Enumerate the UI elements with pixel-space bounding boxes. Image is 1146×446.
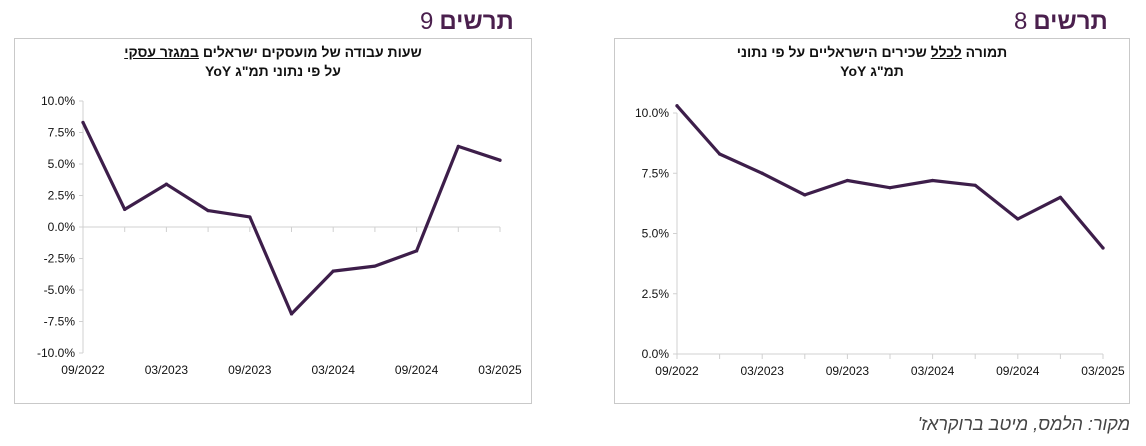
y-tick-label: -5.0%: [44, 283, 76, 297]
x-tick-label: 09/2023: [826, 364, 870, 378]
x-tick-label: 09/2024: [996, 364, 1040, 378]
data-point: [456, 144, 460, 148]
figure-word: תרשים: [1033, 8, 1108, 35]
data-point: [760, 171, 764, 175]
series-line: [675, 104, 1105, 250]
data-point: [331, 269, 335, 273]
x-tick-label: 03/2025: [478, 363, 522, 377]
y-tick-label: 5.0%: [48, 157, 76, 171]
chart-panel-employee-compensation: תמורה לכלל שכירים הישראליים על פי נתוני …: [614, 38, 1130, 404]
data-point: [373, 264, 377, 268]
figure-8-header: תרשים8: [1014, 8, 1108, 38]
figure-9-header: תרשים9: [420, 8, 514, 38]
data-point: [248, 215, 252, 219]
y-tick-label: 10.0%: [635, 106, 669, 120]
x-tick-label: 03/2024: [312, 363, 356, 377]
data-point: [803, 193, 807, 197]
title-text: שכירים הישראליים על פי נתוני: [736, 44, 931, 60]
chart-title-line2: תמ"ג YoY: [840, 63, 904, 79]
chart-panel-work-hours: שעות עבודה של מועסקים ישראלים במגזר עסקי…: [14, 38, 532, 404]
y-tick-label: 10.0%: [41, 94, 75, 108]
data-point: [81, 120, 85, 125]
figure-word: תרשים: [439, 8, 514, 35]
data-point: [415, 249, 419, 253]
title-text: תמורה: [961, 44, 1008, 60]
y-tick-label: -7.5%: [44, 315, 76, 329]
y-tick-label: 2.5%: [48, 189, 76, 203]
figure-number: 9: [420, 8, 434, 35]
line-chart-work-hours: 10.0% 7.5% 5.0% 2.5% 0.0% -2.5% -5.0% -7.5% -10.…: [37, 94, 522, 377]
figure-number: 8: [1014, 8, 1028, 35]
title-underlined: לכלל: [930, 44, 962, 60]
x-tick-label: 03/2025: [1081, 364, 1125, 378]
chart-title-line2: על פי נתוני תמ"ג YoY: [205, 63, 341, 79]
y-tick-label: 7.5%: [642, 166, 670, 180]
x-tick-label: 03/2024: [911, 364, 955, 378]
chart-title: שעות עבודה של מועסקים ישראלים במגזר עסקי…: [15, 43, 531, 81]
chart-title: תמורה לכלל שכירים הישראליים על פי נתוני …: [615, 43, 1129, 81]
y-tick-label: 0.0%: [642, 347, 670, 361]
x-tick-label: 09/2022: [655, 364, 699, 378]
y-tick-label: -10.0%: [37, 346, 75, 360]
data-point: [123, 207, 127, 211]
x-tick-label: 03/2023: [741, 364, 785, 378]
y-tick-label: -2.5%: [44, 252, 76, 266]
series-line: [81, 120, 502, 316]
data-point: [1016, 217, 1020, 221]
x-tick-label: 09/2023: [228, 363, 272, 377]
chart-title-line1: תמורה לכלל שכירים הישראליים על פי נתוני: [615, 43, 1129, 62]
data-point: [888, 186, 892, 190]
data-point: [164, 182, 168, 186]
data-point: [675, 104, 679, 108]
data-point: [718, 152, 722, 156]
title-underlined: במגזר עסקי: [124, 44, 199, 60]
y-tick-label: 2.5%: [642, 287, 670, 301]
data-point: [931, 178, 935, 183]
data-point: [498, 158, 502, 162]
data-point: [845, 178, 849, 183]
data-point: [973, 183, 977, 187]
data-point: [1101, 246, 1105, 250]
source-note: מקור: הלמס, מיטב ברוקראז': [917, 414, 1130, 434]
line-chart-employee-compensation: 10.0% 7.5% 5.0% 2.5% 0.0% 09/2022 03/2023 09/20…: [635, 104, 1125, 378]
data-point: [289, 312, 294, 316]
x-tick-label: 09/2024: [395, 363, 439, 377]
y-tick-label: 5.0%: [642, 227, 670, 241]
x-tick-label: 03/2023: [145, 363, 189, 377]
x-tick-label: 09/2022: [61, 363, 105, 377]
y-tick-label: 7.5%: [48, 126, 76, 140]
y-tick-label: 0.0%: [48, 220, 76, 234]
chart-title-line1: שעות עבודה של מועסקים ישראלים במגזר עסקי: [15, 43, 531, 62]
data-point: [206, 209, 210, 213]
title-text: שעות עבודה של מועסקים ישראלים: [198, 44, 422, 60]
data-point: [1058, 195, 1062, 199]
